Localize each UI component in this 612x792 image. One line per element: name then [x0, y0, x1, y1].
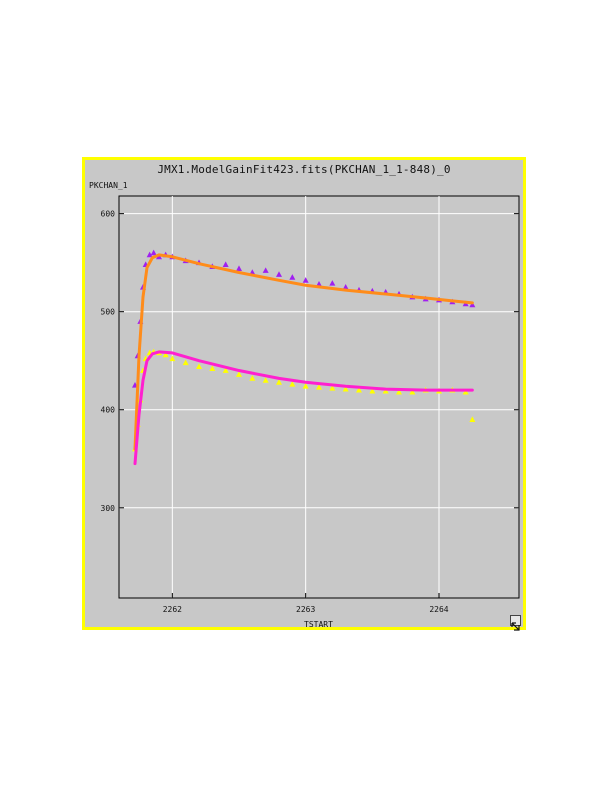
data-point	[196, 363, 202, 370]
data-point	[222, 367, 229, 373]
y-axis-label: PKCHAN_1	[89, 181, 128, 190]
data-point	[182, 359, 189, 366]
fit-line	[133, 350, 474, 466]
data-point	[222, 261, 229, 268]
data-point	[150, 249, 157, 256]
data-point	[329, 384, 336, 391]
data-point	[146, 251, 153, 258]
data-point	[249, 375, 256, 381]
data-point	[289, 381, 296, 387]
data-point	[302, 383, 309, 389]
data-point	[162, 351, 169, 358]
data-point	[262, 377, 269, 383]
data-point	[469, 301, 476, 308]
data-point	[302, 277, 309, 283]
data-point	[356, 386, 362, 393]
data-point	[382, 387, 389, 394]
x-tick-label: 2262	[163, 605, 182, 614]
plot-frame	[118, 195, 520, 599]
data-point	[209, 365, 216, 371]
data-point	[316, 383, 322, 390]
data-point	[262, 267, 269, 273]
y-tick-label: 400	[101, 406, 116, 415]
x-tick-label: 2263	[296, 605, 315, 614]
data-point	[236, 265, 242, 271]
data-point	[276, 379, 282, 385]
data-point	[169, 355, 176, 362]
plot-title: JMX1.ModelGainFit423.fits(PKCHAN_1_1-848…	[157, 163, 451, 176]
y-tick-label: 500	[101, 308, 116, 317]
data-point	[369, 387, 376, 394]
y-tick-label: 600	[101, 210, 116, 219]
chart-svg: 2262 2263 2264 300 400 500 600	[101, 195, 520, 614]
data-point	[396, 388, 402, 395]
x-axis-label: TSTART	[304, 620, 333, 629]
data-point	[342, 283, 349, 290]
data-point	[289, 274, 296, 280]
plot-window: JMX1.ModelGainFit423.fits(PKCHAN_1_1-848…	[82, 157, 526, 631]
resize-corner-icon[interactable]	[510, 615, 521, 631]
data-point	[462, 388, 469, 395]
data-point	[342, 385, 349, 392]
data-point	[276, 271, 282, 277]
data-point	[469, 416, 476, 422]
x-tick-label: 2264	[429, 605, 448, 614]
y-tick-label: 300	[101, 504, 116, 513]
data-point	[409, 388, 416, 395]
fit-line	[133, 253, 474, 451]
data-point	[329, 280, 336, 286]
data-point	[236, 371, 242, 377]
